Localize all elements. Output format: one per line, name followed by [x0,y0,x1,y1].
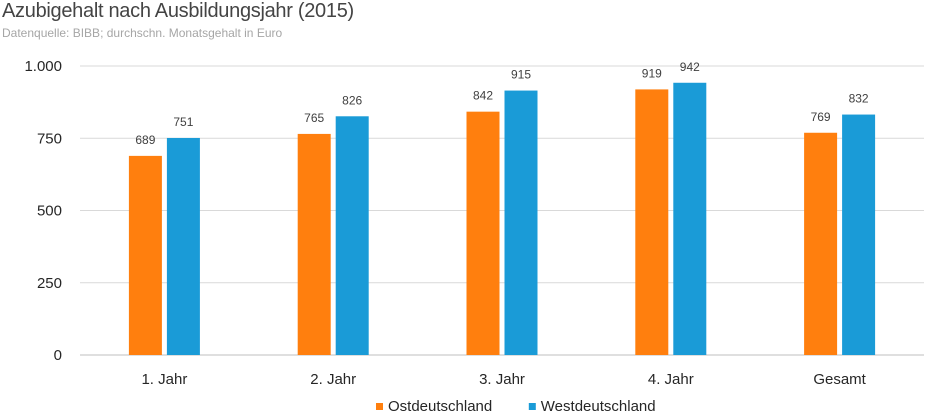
x-tick-label: Gesamt [813,371,866,388]
chart-subtitle: Datenquelle: BIBB; durchschn. Monatsgeha… [2,26,283,40]
gridlines [80,65,924,356]
data-label: 765 [304,111,324,125]
data-label: 689 [135,133,155,147]
data-labels: 689 751 765 826 842 915 919 942 769 832 [135,60,869,147]
legend-label: Ostdeutschland [388,398,492,415]
data-label: 842 [473,89,493,103]
y-tick-label: 750 [37,130,62,147]
bar-ostdeutschland-5 [804,132,838,355]
legend-swatch [528,403,536,410]
y-tick-label: 0 [54,347,62,364]
legend: Ostdeutschland Westdeutschland [376,398,656,415]
bar-ostdeutschland-2 [297,133,331,355]
x-tick-label: 4. Jahr [648,371,694,388]
bar-westdeutschland-1 [166,137,200,355]
data-label: 919 [642,66,662,80]
data-label: 832 [849,92,869,106]
y-tick-label: 250 [37,275,62,292]
x-tick-label: 2. Jahr [310,371,356,388]
bar-westdeutschland-2 [335,116,369,355]
data-label: 915 [511,68,531,82]
bars [128,82,876,356]
bar-ostdeutschland-4 [635,89,669,355]
bar-ostdeutschland-3 [466,111,500,355]
x-tick-label: 3. Jahr [479,371,525,388]
y-axis: 0 250 500 750 1.000 [24,58,62,364]
x-tick-label: 1. Jahr [141,371,187,388]
bar-westdeutschland-5 [842,114,876,355]
x-axis: 1. Jahr 2. Jahr 3. Jahr 4. Jahr Gesamt [141,371,866,388]
data-label: 769 [811,110,831,124]
y-tick-label: 1.000 [24,58,62,75]
data-label: 942 [680,60,700,74]
data-label: 826 [342,93,362,107]
data-label: 751 [173,115,193,129]
y-tick-label: 500 [37,203,62,220]
bar-ostdeutschland-1 [128,155,162,355]
chart-title: Azubigehalt nach Ausbildungsjahr (2015) [2,0,354,22]
bar-westdeutschland-4 [673,82,707,356]
bar-westdeutschland-3 [504,90,538,355]
legend-label: Westdeutschland [541,398,656,415]
legend-swatch [376,403,383,410]
